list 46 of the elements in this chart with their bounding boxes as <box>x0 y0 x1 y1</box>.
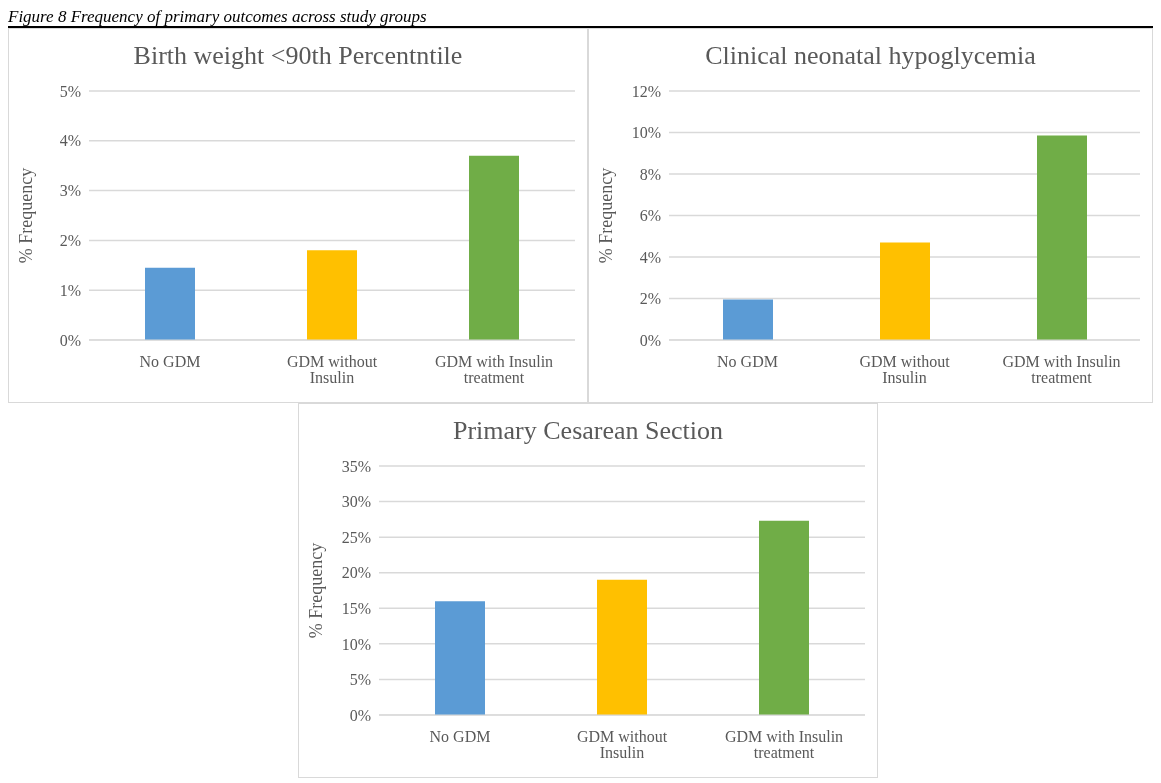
x-tick-label: GDM without Insulin <box>859 353 951 387</box>
y-tick-label: 25% <box>341 528 371 546</box>
chart-title: Primary Cesarean Section <box>452 415 724 447</box>
bar <box>145 267 195 340</box>
x-tick-label: No GDM <box>429 728 491 746</box>
bar <box>1037 135 1087 340</box>
x-tick-label: GDM with Insulin treatment <box>434 353 554 387</box>
y-tick-label: 12% <box>631 82 661 100</box>
bar <box>597 579 647 715</box>
bar <box>759 520 809 715</box>
bar <box>723 299 773 340</box>
y-tick-label: 1% <box>59 281 81 299</box>
x-tick-label: GDM with Insulin treatment <box>1002 353 1121 387</box>
y-tick-label: 0% <box>639 331 661 349</box>
y-tick-label: 10% <box>631 124 661 142</box>
y-tick-label: 4% <box>639 248 661 266</box>
y-tick-label: 35% <box>341 457 371 475</box>
chart-title: Clinical neonatal hypoglycemia <box>704 40 1037 72</box>
x-tick-label: GDM with Insulin treatment <box>724 728 844 762</box>
y-tick-label: 5% <box>349 671 371 689</box>
y-tick-label: 20% <box>341 564 371 582</box>
y-axis-title: % Frequency <box>16 167 37 264</box>
y-tick-label: 0% <box>59 331 81 349</box>
caption: Figure 8 Frequency of primary outcomes across study groups <box>8 7 428 26</box>
y-tick-label: 2% <box>59 232 81 250</box>
x-tick-label: GDM without Insulin <box>286 353 378 387</box>
chart-title: Birth weight <90th Percentntile <box>132 40 464 72</box>
y-axis-title: % Frequency <box>306 542 327 639</box>
y-tick-label: 6% <box>639 207 661 225</box>
bar <box>880 242 930 340</box>
y-tick-label: 10% <box>341 635 371 653</box>
y-tick-label: 2% <box>639 290 661 308</box>
bar <box>307 250 357 340</box>
y-tick-label: 0% <box>349 706 371 724</box>
y-tick-label: 3% <box>59 182 81 200</box>
x-tick-label: GDM without Insulin <box>576 728 668 762</box>
x-tick-label: No GDM <box>139 353 201 371</box>
bar <box>469 155 519 340</box>
y-tick-label: 4% <box>59 132 81 150</box>
y-axis-title: % Frequency <box>596 167 617 264</box>
y-tick-label: 8% <box>639 165 661 183</box>
bar <box>435 601 485 715</box>
y-tick-label: 15% <box>341 599 371 617</box>
y-tick-label: 30% <box>341 493 371 511</box>
x-tick-label: No GDM <box>717 353 778 371</box>
y-tick-label: 5% <box>59 82 81 100</box>
